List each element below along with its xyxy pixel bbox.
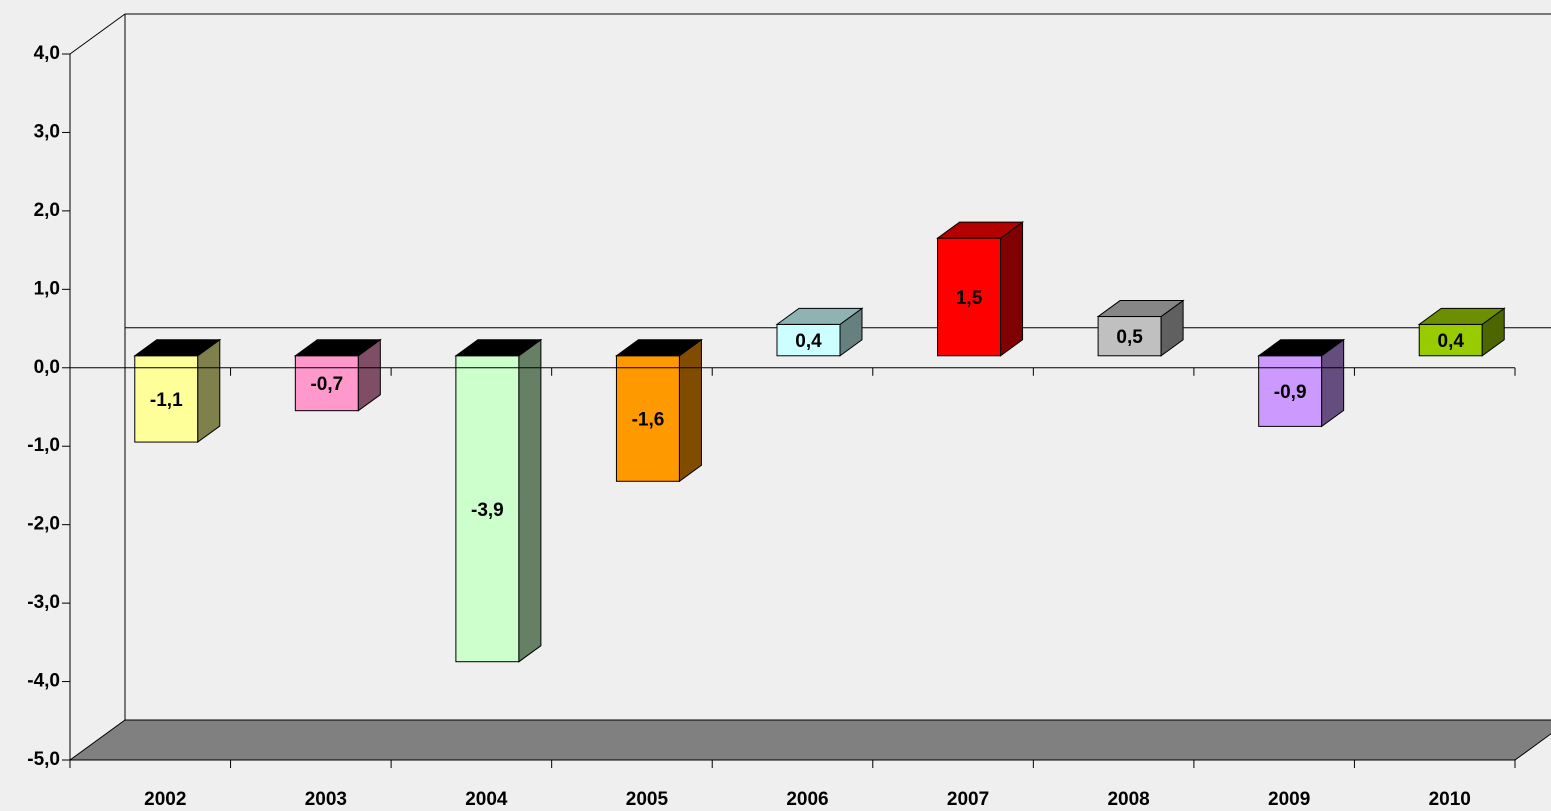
bar-front [134, 355, 199, 443]
bar-front [455, 355, 520, 663]
bar-top [1096, 300, 1185, 318]
y-tick-label: -1,0 [27, 435, 60, 456]
x-tick-label: 2010 [1429, 789, 1471, 810]
y-tick-label: 1,0 [34, 278, 60, 299]
bar-front [1097, 316, 1162, 357]
x-tick-label: 2003 [305, 789, 347, 810]
bar [133, 338, 222, 444]
bar-top [614, 339, 703, 357]
y-tick-label: 2,0 [34, 200, 60, 221]
x-tick-label: 2004 [465, 789, 508, 810]
bar-side [678, 338, 702, 483]
value-label: -0,9 [1274, 382, 1307, 403]
y-tick-label: -4,0 [27, 671, 60, 692]
y-tick-label: 3,0 [34, 121, 60, 142]
y-tick-label: -3,0 [27, 592, 60, 613]
bar [1096, 299, 1185, 357]
bar [936, 221, 1025, 357]
x-tick-label: 2009 [1268, 789, 1310, 810]
bar [1417, 307, 1506, 357]
value-label: -1,1 [150, 390, 183, 411]
bar-top [936, 221, 1025, 239]
value-label: -1,6 [632, 410, 665, 431]
bar-side [518, 338, 542, 663]
value-label: -0,7 [310, 374, 343, 395]
y-tick-label: -2,0 [27, 514, 60, 535]
y-tick-label: 0,0 [34, 357, 60, 378]
side-wall-top [69, 13, 126, 55]
value-label: 1,5 [956, 288, 983, 309]
bar [775, 307, 864, 357]
y-tick-label: -5,0 [27, 749, 60, 770]
bar [454, 338, 543, 663]
value-label: 0,5 [1116, 327, 1143, 348]
floor [68, 719, 1551, 761]
x-tick-label: 2002 [144, 789, 186, 810]
bar-top [1417, 307, 1506, 325]
x-tick-label: 2008 [1107, 789, 1149, 810]
bar-top [454, 339, 543, 357]
bar [614, 338, 703, 483]
value-label: 0,4 [1438, 331, 1465, 352]
y-tick-label: 4,0 [34, 43, 60, 64]
value-label: -3,9 [471, 500, 504, 521]
bar-top [133, 339, 222, 357]
bar-top [775, 307, 864, 325]
bar-side [1000, 221, 1024, 357]
x-tick-label: 2007 [947, 789, 989, 810]
bar-front [937, 237, 1002, 357]
x-tick-label: 2005 [626, 789, 669, 810]
bar-front [294, 355, 359, 412]
bar-top [1257, 339, 1346, 357]
bar [293, 338, 382, 412]
bar-top [293, 339, 382, 357]
bar-front [615, 355, 680, 482]
x-tick-label: 2006 [786, 789, 828, 810]
bar-side [197, 338, 221, 444]
value-label: 0,4 [795, 331, 822, 352]
